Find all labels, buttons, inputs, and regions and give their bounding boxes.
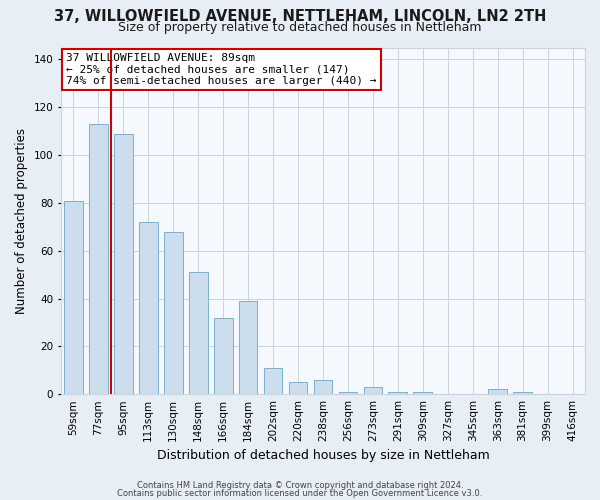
- Bar: [139, 222, 158, 394]
- Text: Contains public sector information licensed under the Open Government Licence v3: Contains public sector information licen…: [118, 488, 482, 498]
- Bar: [289, 382, 307, 394]
- Text: Size of property relative to detached houses in Nettleham: Size of property relative to detached ho…: [118, 21, 482, 34]
- Bar: [364, 387, 382, 394]
- Bar: [513, 392, 532, 394]
- Bar: [338, 392, 357, 394]
- Text: 37, WILLOWFIELD AVENUE, NETTLEHAM, LINCOLN, LN2 2TH: 37, WILLOWFIELD AVENUE, NETTLEHAM, LINCO…: [54, 9, 546, 24]
- X-axis label: Distribution of detached houses by size in Nettleham: Distribution of detached houses by size …: [157, 450, 490, 462]
- Y-axis label: Number of detached properties: Number of detached properties: [15, 128, 28, 314]
- Bar: [314, 380, 332, 394]
- Text: Contains HM Land Registry data © Crown copyright and database right 2024.: Contains HM Land Registry data © Crown c…: [137, 481, 463, 490]
- Bar: [114, 134, 133, 394]
- Bar: [164, 232, 182, 394]
- Bar: [488, 390, 507, 394]
- Bar: [239, 301, 257, 394]
- Bar: [189, 272, 208, 394]
- Text: 37 WILLOWFIELD AVENUE: 89sqm
← 25% of detached houses are smaller (147)
74% of s: 37 WILLOWFIELD AVENUE: 89sqm ← 25% of de…: [66, 52, 377, 86]
- Bar: [413, 392, 432, 394]
- Bar: [214, 318, 233, 394]
- Bar: [264, 368, 283, 394]
- Bar: [388, 392, 407, 394]
- Bar: [64, 200, 83, 394]
- Bar: [89, 124, 108, 394]
